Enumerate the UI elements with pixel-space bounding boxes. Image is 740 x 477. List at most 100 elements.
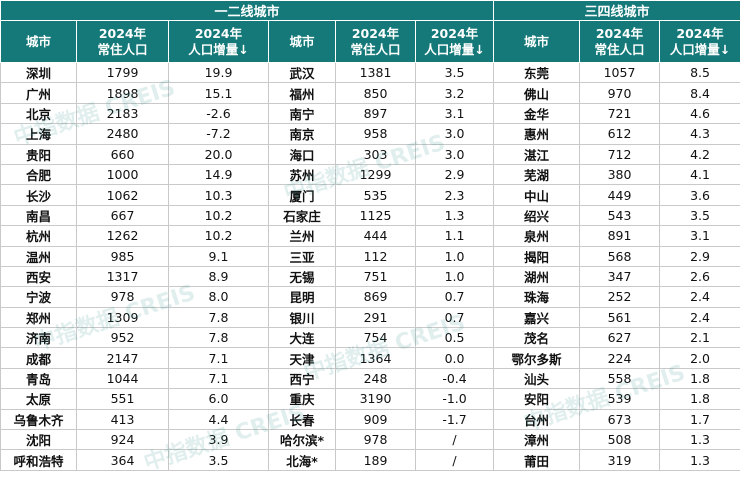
city-cell: 天津	[269, 348, 336, 368]
city-cell: 莆田	[494, 450, 580, 470]
value-cell: 1.0	[416, 266, 494, 286]
value-cell: 1000	[77, 164, 169, 184]
city-cell: 乌鲁木齐	[1, 409, 77, 429]
city-cell: 宁波	[1, 287, 77, 307]
value-cell: 673	[580, 409, 660, 429]
value-cell: 3.0	[416, 144, 494, 164]
value-cell: 1317	[77, 266, 169, 286]
city-cell: 太原	[1, 389, 77, 409]
value-cell: 1898	[77, 83, 169, 103]
value-cell: 3.1	[660, 226, 740, 246]
value-cell: /	[416, 430, 494, 450]
city-cell: 大连	[269, 328, 336, 348]
value-cell: 0.5	[416, 328, 494, 348]
column-header: 2024年人口增量↓	[660, 21, 740, 63]
value-cell: -7.2	[169, 124, 269, 144]
value-cell: 112	[336, 246, 416, 266]
city-cell: 三亚	[269, 246, 336, 266]
value-cell: 958	[336, 124, 416, 144]
value-cell: 380	[580, 164, 660, 184]
value-cell: 252	[580, 287, 660, 307]
city-cell: 银川	[269, 307, 336, 327]
value-cell: 2.4	[660, 287, 740, 307]
value-cell: 2147	[77, 348, 169, 368]
city-cell: 湖州	[494, 266, 580, 286]
value-cell: 535	[336, 185, 416, 205]
value-cell: 3190	[336, 389, 416, 409]
value-cell: 1.3	[660, 450, 740, 470]
value-cell: 1.8	[660, 389, 740, 409]
value-cell: 751	[336, 266, 416, 286]
city-cell: 长沙	[1, 185, 77, 205]
value-cell: 551	[77, 389, 169, 409]
value-cell: 10.3	[169, 185, 269, 205]
city-cell: 合肥	[1, 164, 77, 184]
value-cell: 7.1	[169, 348, 269, 368]
value-cell: 952	[77, 328, 169, 348]
value-cell: 3.6	[660, 185, 740, 205]
city-cell: 北海*	[269, 450, 336, 470]
column-header: 城市	[494, 21, 580, 63]
value-cell: 1381	[336, 63, 416, 83]
value-cell: 1.7	[660, 409, 740, 429]
city-cell: 武汉	[269, 63, 336, 83]
value-cell: 2.9	[660, 246, 740, 266]
column-header-line: 常住人口	[595, 42, 645, 57]
value-cell: 364	[77, 450, 169, 470]
city-cell: 沈阳	[1, 430, 77, 450]
value-cell: 712	[580, 144, 660, 164]
value-cell: 3.5	[660, 205, 740, 225]
value-cell: 2.9	[416, 164, 494, 184]
column-header-line: 2024年	[99, 26, 146, 41]
city-cell: 苏州	[269, 164, 336, 184]
city-cell: 福州	[269, 83, 336, 103]
city-cell: 呼和浩特	[1, 450, 77, 470]
column-header: 2024年常住人口	[77, 21, 169, 63]
column-header-line: 2024年	[596, 26, 643, 41]
value-cell: 3.0	[416, 124, 494, 144]
value-cell: 1364	[336, 348, 416, 368]
value-cell: 291	[336, 307, 416, 327]
value-cell: 561	[580, 307, 660, 327]
value-cell: 444	[336, 226, 416, 246]
value-cell: 449	[580, 185, 660, 205]
column-header-line: 2024年	[431, 26, 478, 41]
value-cell: 508	[580, 430, 660, 450]
value-cell: 10.2	[169, 205, 269, 225]
city-cell: 上海	[1, 124, 77, 144]
value-cell: 319	[580, 450, 660, 470]
value-cell: 1262	[77, 226, 169, 246]
value-cell: 19.9	[169, 63, 269, 83]
value-cell: 20.0	[169, 144, 269, 164]
value-cell: 8.4	[660, 83, 740, 103]
column-header: 2024年常住人口	[580, 21, 660, 63]
value-cell: 2.4	[660, 307, 740, 327]
city-cell: 惠州	[494, 124, 580, 144]
value-cell: 2.3	[416, 185, 494, 205]
value-cell: 978	[336, 430, 416, 450]
column-header-line: 2024年	[676, 26, 723, 41]
city-cell: 石家庄	[269, 205, 336, 225]
value-cell: 1299	[336, 164, 416, 184]
city-cell: 东莞	[494, 63, 580, 83]
value-cell: 3.9	[169, 430, 269, 450]
column-header: 2024年常住人口	[336, 21, 416, 63]
value-cell: 14.9	[169, 164, 269, 184]
value-cell: 1125	[336, 205, 416, 225]
city-cell: 安阳	[494, 389, 580, 409]
value-cell: 1.3	[660, 430, 740, 450]
value-cell: 978	[77, 287, 169, 307]
value-cell: 15.1	[169, 83, 269, 103]
city-cell: 长春	[269, 409, 336, 429]
